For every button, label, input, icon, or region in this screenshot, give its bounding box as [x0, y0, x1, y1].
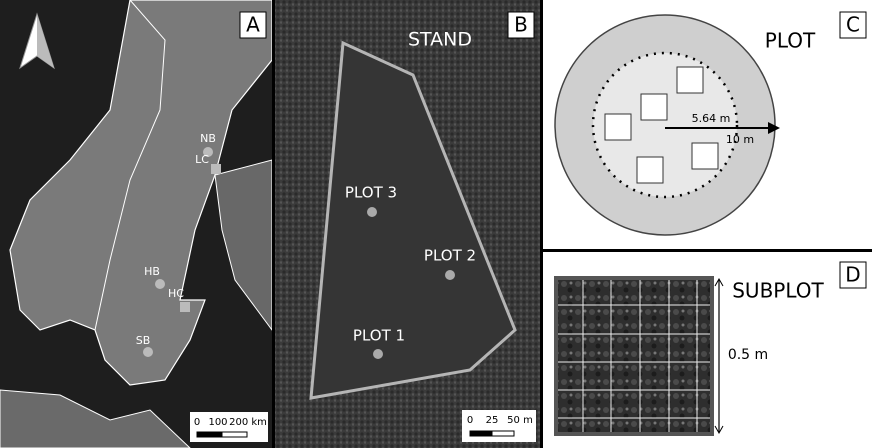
scale-label: 25	[486, 415, 499, 426]
scale-bar	[197, 432, 222, 437]
site-label: NB	[200, 132, 216, 145]
inner-radius-label: 5.64 m	[692, 112, 731, 125]
scale-label: 50 m	[507, 415, 533, 426]
site	[180, 302, 190, 312]
panel-a: A NB LC HB HC SB 0 100 200 km	[0, 0, 272, 448]
panel-label: D	[845, 263, 860, 287]
subplot-image	[556, 278, 712, 434]
panel-label: A	[246, 13, 260, 37]
scale-label: 200 km	[229, 417, 267, 428]
plot-label: PLOT 2	[424, 247, 476, 265]
panel-b: STAND B PLOT 3 PLOT 2 PLOT 1 0 25 50 m	[275, 0, 540, 448]
plot-marker	[373, 349, 383, 359]
subplot-title: SUBPLOT	[732, 279, 824, 303]
site	[143, 347, 153, 357]
subplot	[637, 157, 663, 183]
plot-label: PLOT 1	[353, 327, 405, 345]
subplot	[692, 143, 718, 169]
plot-label: PLOT 3	[345, 184, 397, 202]
site-label: SB	[136, 334, 151, 347]
scale-label: 100	[208, 417, 227, 428]
outer-radius-label: 10 m	[726, 133, 754, 146]
scale-bar	[222, 432, 247, 437]
panel-label: B	[514, 13, 528, 37]
subplot	[677, 67, 703, 93]
subplot	[641, 94, 667, 120]
site-label: HB	[144, 265, 160, 278]
site-label: HC	[168, 287, 184, 300]
scale-label: 0	[467, 415, 473, 426]
scale-label: 0	[194, 417, 200, 428]
scale-bar	[492, 431, 514, 436]
scale-bar	[470, 431, 492, 436]
stand-title: STAND	[408, 29, 472, 51]
subplot	[605, 114, 631, 140]
plot-marker	[367, 207, 377, 217]
site-label: LC	[195, 153, 209, 166]
figure: A NB LC HB HC SB 0 100 200 km STAND B PL…	[0, 0, 872, 448]
site	[211, 164, 221, 174]
plot-marker	[445, 270, 455, 280]
panel-c: 5.64 m 10 m PLOT C	[543, 0, 872, 249]
plot-title: PLOT	[765, 29, 816, 53]
site	[155, 279, 165, 289]
side-label: 0.5 m	[728, 347, 768, 363]
panel-d: SUBPLOT 0.5 m D	[543, 252, 872, 448]
panel-label: C	[846, 13, 860, 37]
